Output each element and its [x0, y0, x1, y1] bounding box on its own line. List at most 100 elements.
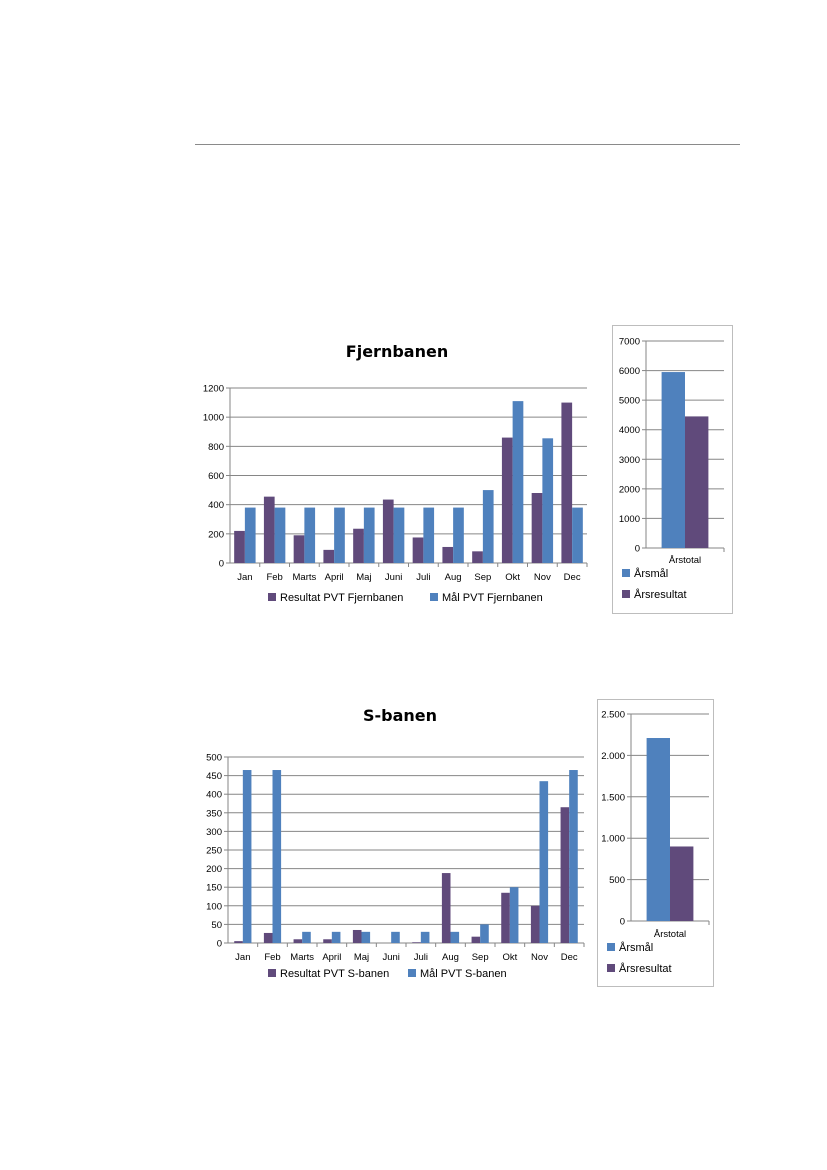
legend-swatch — [607, 964, 615, 972]
bar — [363, 507, 375, 563]
x-tick-label: Aug — [445, 572, 462, 583]
bar — [569, 770, 578, 943]
fjernbanen-chart: Fjernbanen 0 200 400 600 800 1000 1200 Jan Feb Ma… — [203, 342, 588, 604]
bar — [501, 437, 513, 563]
legend-label: Resultat PVT S-banen — [280, 968, 389, 980]
bar — [509, 887, 519, 943]
y-tick-label: 400 — [208, 500, 224, 511]
y-tick-label: 2000 — [619, 484, 640, 495]
legend-swatch — [430, 593, 438, 601]
x-tick-label: Nov — [531, 952, 548, 963]
legend-label: Årsmål — [619, 941, 653, 954]
y-tick-label: 200 — [208, 529, 224, 540]
y-tick-label: 450 — [206, 771, 222, 782]
y-tick-label: 800 — [208, 442, 224, 453]
bar — [572, 507, 583, 563]
bar — [242, 770, 252, 943]
x-tick-label: Okt — [502, 952, 517, 963]
y-tick-label: 6000 — [619, 366, 640, 377]
legend-swatch — [268, 593, 276, 601]
bar — [442, 546, 454, 563]
x-tick-label: Marts — [293, 572, 317, 583]
bar — [453, 507, 464, 563]
bar — [531, 493, 543, 563]
legend-swatch — [268, 969, 276, 977]
y-tick-label: 1.000 — [601, 834, 625, 845]
x-tick-label: Aug — [442, 952, 459, 963]
x-tick-label: April — [325, 572, 344, 583]
bar — [412, 537, 424, 563]
x-tick-label: Sep — [474, 572, 491, 583]
y-tick-label: 1000 — [203, 413, 224, 424]
bar — [274, 507, 286, 563]
y-tick-label: 1200 — [203, 384, 224, 395]
y-tick-label: 2.000 — [601, 751, 625, 762]
bar — [560, 807, 570, 943]
y-tick-label: 1000 — [619, 514, 640, 525]
y-tick-label: 250 — [206, 846, 222, 857]
bar — [272, 770, 282, 943]
legend-label: Mål PVT S-banen — [420, 968, 507, 980]
bar — [685, 416, 709, 548]
y-tick-label: 7000 — [619, 337, 640, 348]
bar — [334, 507, 345, 563]
bar — [234, 530, 245, 563]
legend-swatch — [607, 943, 615, 951]
legend-label: Resultat PVT Fjernbanen — [280, 592, 403, 604]
fjernbanen-yearly-chart: 01000200030004000500060007000ÅrstotalÅrs… — [612, 325, 733, 614]
bar — [323, 939, 332, 943]
bar — [512, 401, 524, 563]
bar — [423, 507, 435, 563]
y-tick-label: 500 — [206, 753, 222, 764]
x-tick-label: Jan — [237, 572, 252, 583]
y-tick-label: 3000 — [619, 455, 640, 466]
x-tick-label: Nov — [534, 572, 551, 583]
legend-label: Årsresultat — [619, 962, 672, 975]
bar — [263, 932, 273, 943]
bar — [450, 931, 460, 943]
bar — [244, 507, 256, 563]
bar — [391, 931, 400, 943]
x-tick-label: Dec — [564, 572, 581, 583]
bar — [471, 936, 481, 943]
bar — [382, 499, 394, 563]
header-rule — [195, 144, 740, 145]
y-tick-label: 0 — [219, 559, 224, 570]
bar — [670, 846, 694, 921]
x-tick-label: April — [322, 952, 341, 963]
x-tick-label: Juli — [414, 952, 428, 963]
bar — [420, 931, 430, 943]
x-tick-label: Maj — [354, 952, 369, 963]
chart-title: S-banen — [363, 706, 437, 725]
x-tick-label: Sep — [472, 952, 489, 963]
y-tick-label: 500 — [609, 875, 625, 886]
x-tick-label: Juni — [382, 952, 399, 963]
legend-swatch — [622, 569, 630, 577]
y-tick-label: 4000 — [619, 425, 640, 436]
y-tick-label: 350 — [206, 808, 222, 819]
x-tick-label: Årstotal — [654, 929, 686, 940]
bar — [302, 931, 311, 943]
bar — [542, 438, 554, 563]
bar — [472, 551, 483, 563]
y-tick-label: 300 — [206, 827, 222, 838]
y-tick-label: 600 — [208, 471, 224, 482]
y-tick-label: 50 — [211, 920, 222, 931]
x-tick-label: Årstotal — [669, 555, 701, 566]
bar — [393, 507, 405, 563]
bar — [501, 892, 510, 943]
bar — [482, 490, 494, 563]
bar — [293, 535, 305, 563]
legend-label: Mål PVT Fjernbanen — [442, 592, 543, 604]
x-tick-label: Juni — [385, 572, 402, 583]
x-tick-label: Feb — [264, 952, 280, 963]
bar — [480, 924, 489, 943]
x-tick-label: Okt — [505, 572, 520, 583]
legend-swatch — [408, 969, 416, 977]
bar — [361, 931, 371, 943]
bar — [441, 873, 451, 943]
bar — [530, 905, 540, 943]
s-banen-chart: S-banen 0 50 100 150 200 250 300 350 400 450 500 Ja… — [206, 706, 585, 980]
x-tick-label: Dec — [561, 952, 578, 963]
